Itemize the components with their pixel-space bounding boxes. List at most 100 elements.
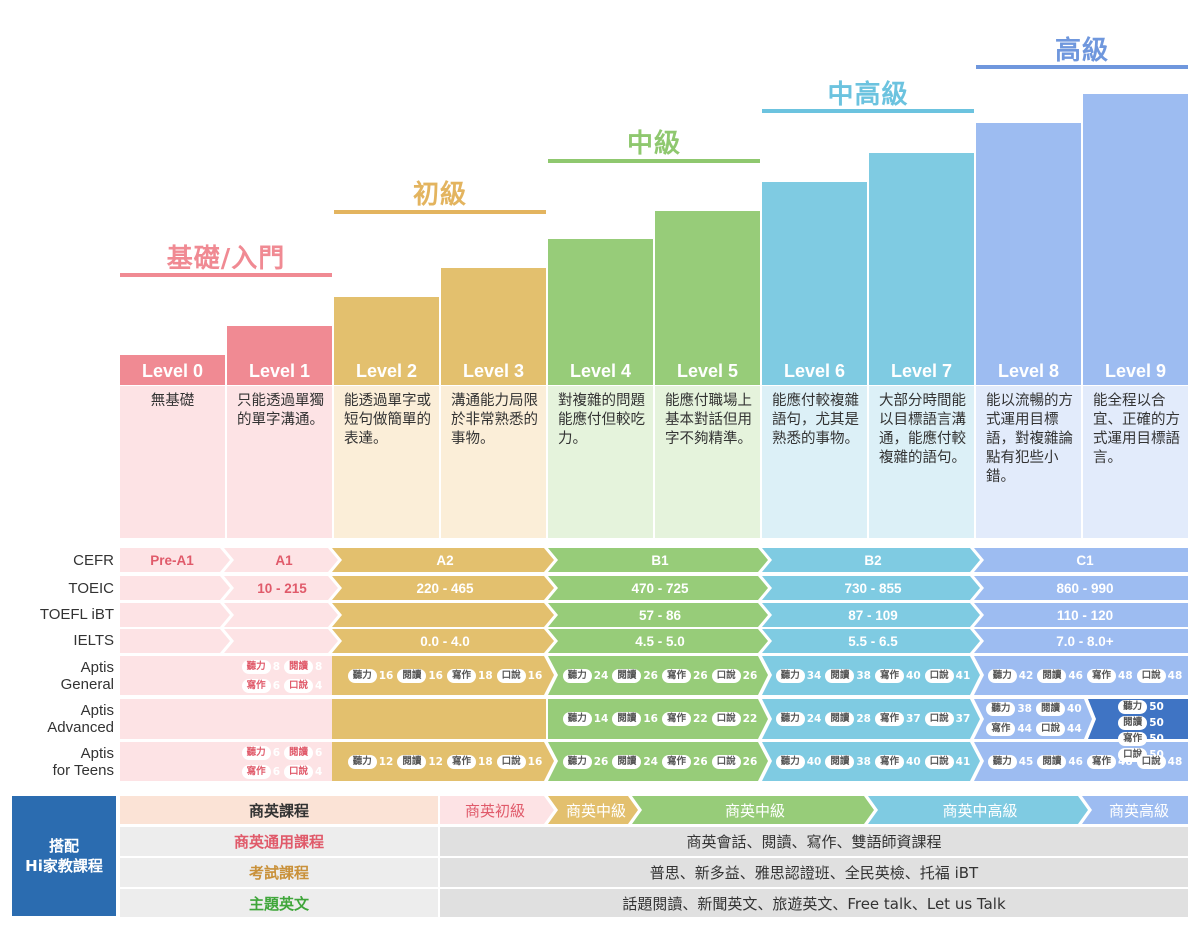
cefr-cell: B1: [651, 552, 669, 568]
skill-score: 口說 44: [1036, 722, 1082, 736]
skill-score: 寫作 18: [447, 668, 493, 683]
toefl-cell: 110 - 120: [1056, 607, 1114, 623]
skill-score: 寫作 26: [662, 668, 708, 683]
aptis-teens-a2: 聽力 12 閱讀 12 寫作 18 口說 16: [340, 742, 550, 781]
skill-score: 閱讀 28: [825, 712, 871, 726]
row-label-aptis-advanced-1: Aptis: [80, 702, 114, 719]
ielts-cell: 7.0 - 8.0+: [1056, 633, 1114, 649]
business-course-cell: 商英中級: [565, 801, 626, 820]
skill-score: 聽力 12: [347, 754, 393, 769]
skill-score: 聽力 42: [987, 668, 1033, 683]
aptis-general-a2: 聽力 16 閱讀 16 寫作 18 口說 16: [340, 656, 550, 695]
level-label-8: Level 8: [997, 361, 1060, 381]
ielts-cell: 0.0 - 4.0: [420, 633, 470, 649]
course-side-panel: 搭配 Hi家教課程: [12, 796, 116, 916]
tier-line-elementary: [334, 210, 546, 214]
course-side-line1: 搭配: [48, 837, 79, 855]
skill-score: 閱讀 26: [612, 668, 658, 683]
toeic-cell: 730 - 855: [844, 580, 902, 596]
skill-score: 寫作 40: [875, 668, 921, 683]
level-label-7: Level 7: [890, 361, 953, 381]
ielts-row-bg: [120, 629, 1188, 653]
tier-title-elementary: 初級: [412, 180, 467, 210]
skill-score: 閱讀 16: [397, 668, 443, 683]
cefr-cell: Pre-A1: [150, 552, 194, 568]
skill-score: 寫作 6: [241, 678, 280, 693]
skill-score: 聽力 45: [987, 754, 1033, 769]
row-label-ielts: IELTS: [73, 632, 114, 649]
exam-course-label: 考試課程: [248, 864, 309, 882]
cefr-cell: A1: [275, 552, 293, 568]
skill-score: 聽力 38: [986, 702, 1032, 716]
toeic-cell: 220 - 465: [416, 580, 474, 596]
aptis-general-c1: 聽力 42 閱讀 46 寫作 48 口說 48: [982, 656, 1188, 695]
skill-score: 閱讀 46: [1037, 754, 1083, 769]
cefr-cell: A2: [436, 552, 454, 568]
skill-score: 閱讀 50: [1118, 716, 1164, 730]
skill-score: 聽力 40: [775, 754, 821, 769]
skill-score: 聽力 26: [562, 754, 608, 769]
topic-course-label: 主題英文: [248, 894, 309, 913]
row-label-cefr: CEFR: [73, 552, 114, 569]
business-course-cell: 商英高級: [1108, 801, 1169, 820]
skill-score: 閱讀 8: [284, 659, 322, 674]
skill-score: 寫作 48: [1087, 754, 1133, 769]
skill-score: 聽力 34: [775, 668, 821, 683]
skill-score: 聽力 24: [562, 668, 608, 683]
level-desc-2: 能透過單字或短句做簡單的表達。: [334, 386, 439, 538]
business-course-cell: 商英初級: [464, 801, 525, 820]
skill-score: 口說 16: [496, 668, 542, 683]
level-desc-1: 只能透過單獨的單字溝通。: [227, 386, 332, 538]
skill-score: 聽力 16: [347, 668, 393, 683]
skill-score: 寫作 26: [662, 754, 708, 769]
tier-title-basic: 基礎/入門: [166, 244, 286, 274]
skill-score: 口說 37: [924, 712, 970, 726]
level-label-2: Level 2: [355, 361, 418, 381]
level-desc-8: 能以流暢的方式運用目標語，對複雜論點有犯些小錯。: [976, 386, 1081, 538]
row-label-aptis-teens-2: for Teens: [52, 762, 114, 779]
level-desc-6: 能應付較複雜語句，尤其是熟悉的事物。: [762, 386, 867, 538]
exam-course-value: 普思、新多益、雅思認證班、全民英檢、托福 iBT: [649, 864, 979, 882]
row-label-aptis-general-1: Aptis: [80, 659, 114, 676]
level-bar-0: [120, 355, 225, 385]
skill-score: 閱讀 38: [825, 754, 871, 769]
level-label-3: Level 3: [462, 361, 525, 381]
skill-score: 聽力 14: [562, 712, 608, 726]
level-label-5: Level 5: [676, 361, 739, 381]
ielts-cell: 5.5 - 6.5: [848, 633, 898, 649]
skill-score: 口說 26: [711, 754, 757, 769]
business-course-row-bg: [120, 796, 1188, 824]
row-label-toefl: TOEFL iBT: [39, 606, 114, 623]
skill-score: 寫作 40: [875, 754, 921, 769]
level-label-9: Level 9: [1104, 361, 1167, 381]
skill-score: 口說 4: [284, 678, 322, 693]
skill-score: 口說 4: [284, 764, 322, 779]
tier-line-intermediate: [548, 159, 760, 163]
business-course-cell: 商英中高級: [942, 801, 1018, 820]
cefr-cell: B2: [864, 552, 882, 568]
aptis-advanced-c1-low: 聽力 38 閱讀 40 寫作 44 口說 44: [984, 700, 1084, 738]
toefl-cell: 87 - 109: [848, 607, 898, 623]
level-desc-3: 溝通能力局限於非常熟悉的事物。: [441, 386, 546, 538]
skill-score: 寫作 18: [447, 754, 493, 769]
aptis-teens-a1: 聽力 6 閱讀 6 寫作 6 口說 4: [234, 744, 330, 780]
ielts-cell: 4.5 - 5.0: [635, 633, 685, 649]
row-label-aptis-advanced: Aptis Advanced: [47, 702, 114, 736]
skill-score: 聽力 6: [241, 745, 280, 760]
level-desc-7: 大部分時間能以目標語言溝通，能應付較複雜的語句。: [869, 386, 974, 538]
skill-score: 寫作 44: [986, 722, 1032, 736]
tier-title-intermediate: 中級: [626, 129, 681, 159]
skill-score: 閱讀 24: [612, 754, 658, 769]
level-desc-5: 能應付職場上基本對話但用字不夠精準。: [655, 386, 760, 538]
business-course-cell: 商英中級: [724, 801, 785, 820]
skill-score: 口說 22: [711, 712, 757, 726]
skill-score: 口說 41: [924, 754, 970, 769]
level-label-1: Level 1: [248, 361, 311, 381]
skill-score: 聽力 24: [775, 712, 821, 726]
row-label-aptis-general-2: General: [60, 676, 114, 693]
level-label-4: Level 4: [569, 361, 632, 381]
skill-score: 閱讀 16: [612, 712, 658, 726]
skill-score: 閱讀 40: [1036, 702, 1082, 716]
cefr-row-bg: [120, 548, 1188, 572]
row-label-aptis-advanced-2: Advanced: [47, 719, 114, 736]
